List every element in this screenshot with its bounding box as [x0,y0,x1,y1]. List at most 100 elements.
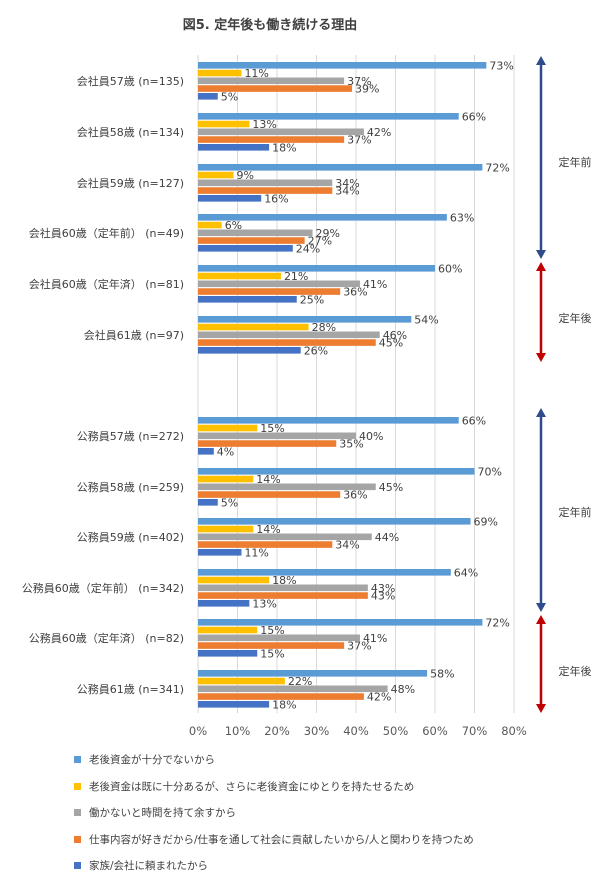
bar [198,85,353,92]
labels-layer: 73%11%37%39%5%会社員57歳 (n=135)66%13%42%37%… [22,59,514,711]
category-label: 会社員60歳（定年済） (n=81) [29,277,184,291]
data-label: 39% [355,83,379,96]
bar [198,93,218,100]
bar [198,569,451,576]
bar [198,77,345,85]
bracket-label: 定年前 [559,505,592,519]
legend-label: 老後資金は既に十分あるが、さらに老後資金にゆとりを持たせるため [89,780,415,793]
data-label: 43% [371,582,395,595]
bracket-label: 定年前 [559,155,592,169]
data-label: 26% [304,344,328,357]
bar [198,468,475,475]
bar [198,113,459,120]
bar [198,331,380,339]
bracket-arrowhead [536,408,546,417]
bar [198,626,258,634]
bar [198,69,242,77]
data-label: 54% [414,313,438,326]
data-label: 6% [225,219,242,232]
data-label: 72% [485,161,509,174]
data-label: 18% [272,698,296,711]
bar [198,592,368,599]
bracket-arrowhead [536,250,546,259]
x-tick-label: 30% [304,724,330,738]
data-label: 36% [343,489,367,502]
data-label: 28% [312,321,336,334]
data-label: 64% [454,566,478,579]
data-label: 9% [237,169,254,182]
legend-item: 働かないと時間を持て余すから [74,805,594,820]
bar [198,619,483,626]
bracket-arrowhead [536,615,546,624]
legend-swatch [74,782,81,790]
legend-swatch [74,835,81,843]
data-label: 34% [335,177,359,190]
bar [198,272,281,280]
bar [198,483,376,491]
bar [198,288,341,295]
bar [198,600,250,607]
data-label: 27% [308,235,332,248]
data-label: 14% [256,473,280,486]
bar [198,541,333,548]
bar [198,347,301,354]
bar [198,214,447,221]
legend-item: 仕事内容が好きだから/仕事を通して社会に貢献したいから/人と関わりを持つため [74,832,594,847]
data-label: 5% [221,90,238,103]
bar [198,642,345,649]
bar [198,634,360,642]
data-label: 48% [391,683,415,696]
data-label: 63% [450,211,474,224]
bar [198,229,313,237]
data-label: 37% [347,640,371,653]
x-tick-label: 70% [462,724,488,738]
category-label: 公務員60歳（定年済） (n=82) [29,631,184,645]
legend-item: 家族/会社に頼まれたから [74,858,594,873]
data-label: 35% [339,438,363,451]
bar [198,245,293,252]
bar [198,518,471,525]
x-tick-label: 10% [225,724,251,738]
data-label: 11% [244,67,268,80]
bar [198,179,333,187]
data-label: 73% [489,59,513,72]
bar [198,120,250,128]
bar [198,677,285,685]
bar [198,650,258,657]
x-tick-label: 40% [343,724,369,738]
bar [198,491,341,498]
bar [198,499,218,506]
legend-item: 老後資金が十分でないから [74,752,594,767]
category-label: 公務員57歳 (n=272) [77,429,184,443]
data-label: 14% [256,523,280,536]
data-label: 24% [296,242,320,255]
category-label: 会社員57歳 (n=135) [77,74,184,88]
data-label: 42% [367,126,391,139]
bracket-arrowhead [536,603,546,612]
data-label: 45% [379,337,403,350]
data-label: 15% [260,647,284,660]
legend-label: 働かないと時間を持て余すから [89,807,236,820]
bar [198,128,364,136]
bar [198,164,483,171]
bar [198,584,368,592]
category-label: 公務員58歳 (n=259) [77,480,184,494]
bar [198,339,376,346]
bracket-label: 定年後 [559,664,592,678]
legend-swatch [74,809,81,817]
x-tick-label: 80% [501,724,527,738]
bar [198,533,372,541]
data-label: 29% [316,227,340,240]
bracket-arrowhead [536,353,546,362]
bar [198,685,388,693]
legend-label: 老後資金が十分でないから [89,754,215,766]
data-label: 4% [217,445,234,458]
data-label: 40% [359,430,383,443]
chart-title: 図5. 定年後も働き続ける理由 [183,17,358,33]
bar [198,136,345,143]
bar [198,237,305,244]
data-label: 5% [221,496,238,509]
category-label: 会社員60歳（定年前） (n=49) [29,226,184,240]
data-label: 44% [375,531,399,544]
